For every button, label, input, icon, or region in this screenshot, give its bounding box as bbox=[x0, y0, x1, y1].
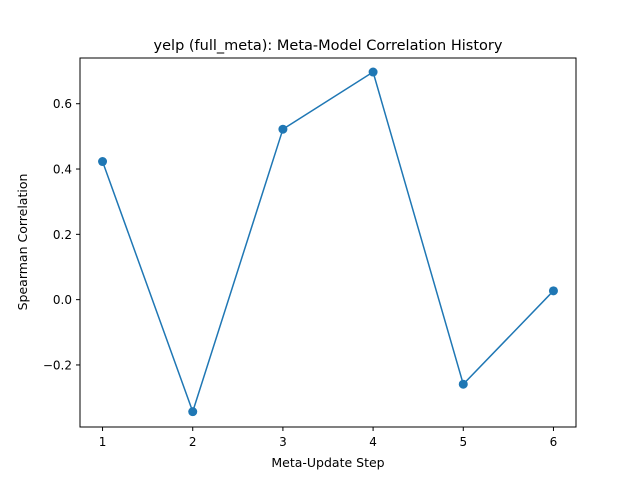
data-point bbox=[188, 407, 198, 417]
x-tick-label: 5 bbox=[459, 435, 467, 449]
x-tick-label: 6 bbox=[550, 435, 558, 449]
data-point bbox=[368, 67, 378, 77]
y-tick-label: 0.4 bbox=[53, 163, 72, 177]
plot-area bbox=[98, 67, 558, 417]
data-point bbox=[548, 286, 558, 296]
axes-frame bbox=[79, 57, 577, 428]
series-line bbox=[101, 70, 554, 414]
data-point bbox=[278, 124, 288, 134]
y-tick-label: 0.6 bbox=[53, 97, 72, 111]
y-tick-label: −0.2 bbox=[43, 358, 72, 372]
y-axis-label: Spearman Correlation bbox=[15, 174, 30, 311]
chart-title: yelp (full_meta): Meta-Model Correlation… bbox=[154, 38, 503, 54]
x-tick-label: 3 bbox=[279, 435, 287, 449]
x-tick-label: 2 bbox=[189, 435, 197, 449]
x-tick-label: 1 bbox=[99, 435, 107, 449]
x-tick-label: 4 bbox=[369, 435, 377, 449]
y-tick-label: 0.0 bbox=[53, 293, 72, 307]
y-tick-label: 0.2 bbox=[53, 228, 72, 242]
data-point bbox=[458, 379, 468, 389]
x-axis-label: Meta-Update Step bbox=[271, 455, 384, 470]
data-point bbox=[98, 157, 108, 167]
